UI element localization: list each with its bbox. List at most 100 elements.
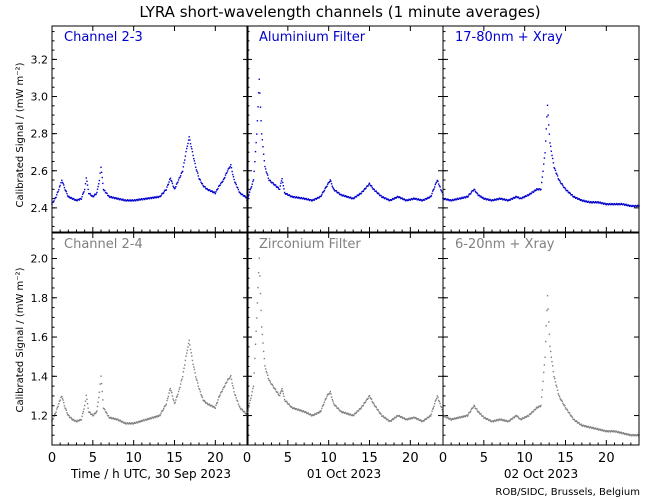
data-point	[168, 181, 170, 183]
data-point	[178, 388, 180, 390]
data-point	[186, 147, 188, 150]
x-tick-label: 5	[89, 451, 97, 466]
data-point	[484, 416, 486, 419]
data-point	[543, 163, 545, 165]
chart-title: LYRA short-wavelength channels (1 minute…	[139, 3, 540, 21]
data-point	[280, 389, 283, 392]
data-point	[185, 355, 187, 357]
data-point	[230, 374, 232, 377]
data-point	[368, 182, 371, 184]
data-point	[323, 403, 325, 406]
x-tick-label: 0	[243, 451, 251, 466]
data-point	[347, 413, 350, 415]
data-point	[612, 431, 614, 433]
data-point	[318, 197, 320, 199]
data-point	[482, 415, 484, 417]
data-point	[239, 191, 241, 194]
data-point	[350, 197, 352, 199]
data-point	[435, 397, 438, 400]
data-point	[501, 198, 503, 200]
data-point	[141, 199, 144, 201]
data-point	[135, 422, 137, 424]
data-point	[552, 162, 555, 164]
data-point	[195, 378, 198, 380]
data-point	[537, 189, 539, 191]
data-point	[556, 386, 558, 388]
data-point	[546, 116, 548, 118]
data-point	[477, 411, 479, 413]
data-point	[202, 184, 204, 187]
plot-layer: 2.4 2.6 2.8 3.0 3.2 Channel 2-3 Aluminium Filt…	[31, 25, 640, 466]
data-point	[505, 419, 507, 422]
data-point	[525, 416, 527, 419]
data-point	[478, 194, 481, 197]
data-point	[310, 414, 312, 416]
data-point	[98, 179, 101, 182]
data-point	[331, 398, 333, 401]
data-point	[187, 142, 189, 145]
data-point	[147, 197, 149, 199]
x-tick-label: 20	[207, 451, 224, 466]
data-point	[232, 173, 234, 176]
data-point	[265, 171, 268, 173]
data-point	[546, 104, 549, 107]
data-point	[546, 309, 548, 312]
data-point	[559, 398, 561, 400]
data-point	[247, 409, 250, 411]
data-point	[530, 412, 533, 414]
data-point	[283, 188, 285, 190]
data-point	[259, 292, 262, 295]
panel-label: Zirconium Filter	[259, 237, 361, 252]
data-point	[193, 368, 196, 371]
data-point	[230, 164, 232, 166]
data-point	[428, 416, 430, 419]
data-point	[222, 180, 224, 182]
data-point	[206, 188, 208, 190]
data-point	[140, 419, 142, 422]
data-point	[235, 397, 237, 399]
data-point	[589, 202, 591, 204]
data-point	[266, 374, 269, 377]
data-point	[279, 392, 281, 395]
x-axis-label-day1: Time / h UTC, 30 Sep 2023	[70, 467, 231, 481]
data-point	[171, 180, 173, 183]
data-point	[447, 198, 450, 201]
data-point	[333, 189, 335, 191]
data-point	[154, 415, 156, 418]
data-point	[390, 420, 392, 422]
data-point	[442, 415, 445, 417]
data-point	[625, 203, 627, 206]
data-point	[320, 409, 322, 412]
data-point	[176, 182, 178, 184]
data-point	[615, 430, 618, 432]
data-point	[191, 151, 194, 153]
data-point	[323, 190, 325, 193]
data-point	[391, 419, 393, 421]
data-point	[237, 403, 240, 405]
data-point	[548, 133, 551, 135]
data-point	[330, 183, 333, 185]
data-point	[464, 196, 466, 198]
data-point	[450, 419, 452, 421]
data-point	[623, 203, 625, 205]
data-point	[184, 159, 186, 161]
data-point	[308, 198, 310, 201]
data-point	[177, 181, 179, 183]
data-point	[157, 415, 160, 417]
data-point	[137, 199, 140, 201]
data-point	[566, 189, 569, 192]
data-point	[406, 419, 409, 421]
data-point	[377, 409, 380, 411]
data-point	[252, 180, 254, 183]
data-point	[294, 408, 297, 411]
data-point	[262, 342, 264, 344]
data-point	[59, 184, 61, 187]
data-point	[180, 380, 183, 382]
data-point	[492, 421, 495, 423]
data-point	[333, 404, 335, 406]
data-point	[239, 407, 242, 410]
data-point	[571, 416, 574, 418]
data-point	[53, 200, 55, 202]
data-point	[196, 170, 198, 173]
data-point	[64, 189, 66, 191]
